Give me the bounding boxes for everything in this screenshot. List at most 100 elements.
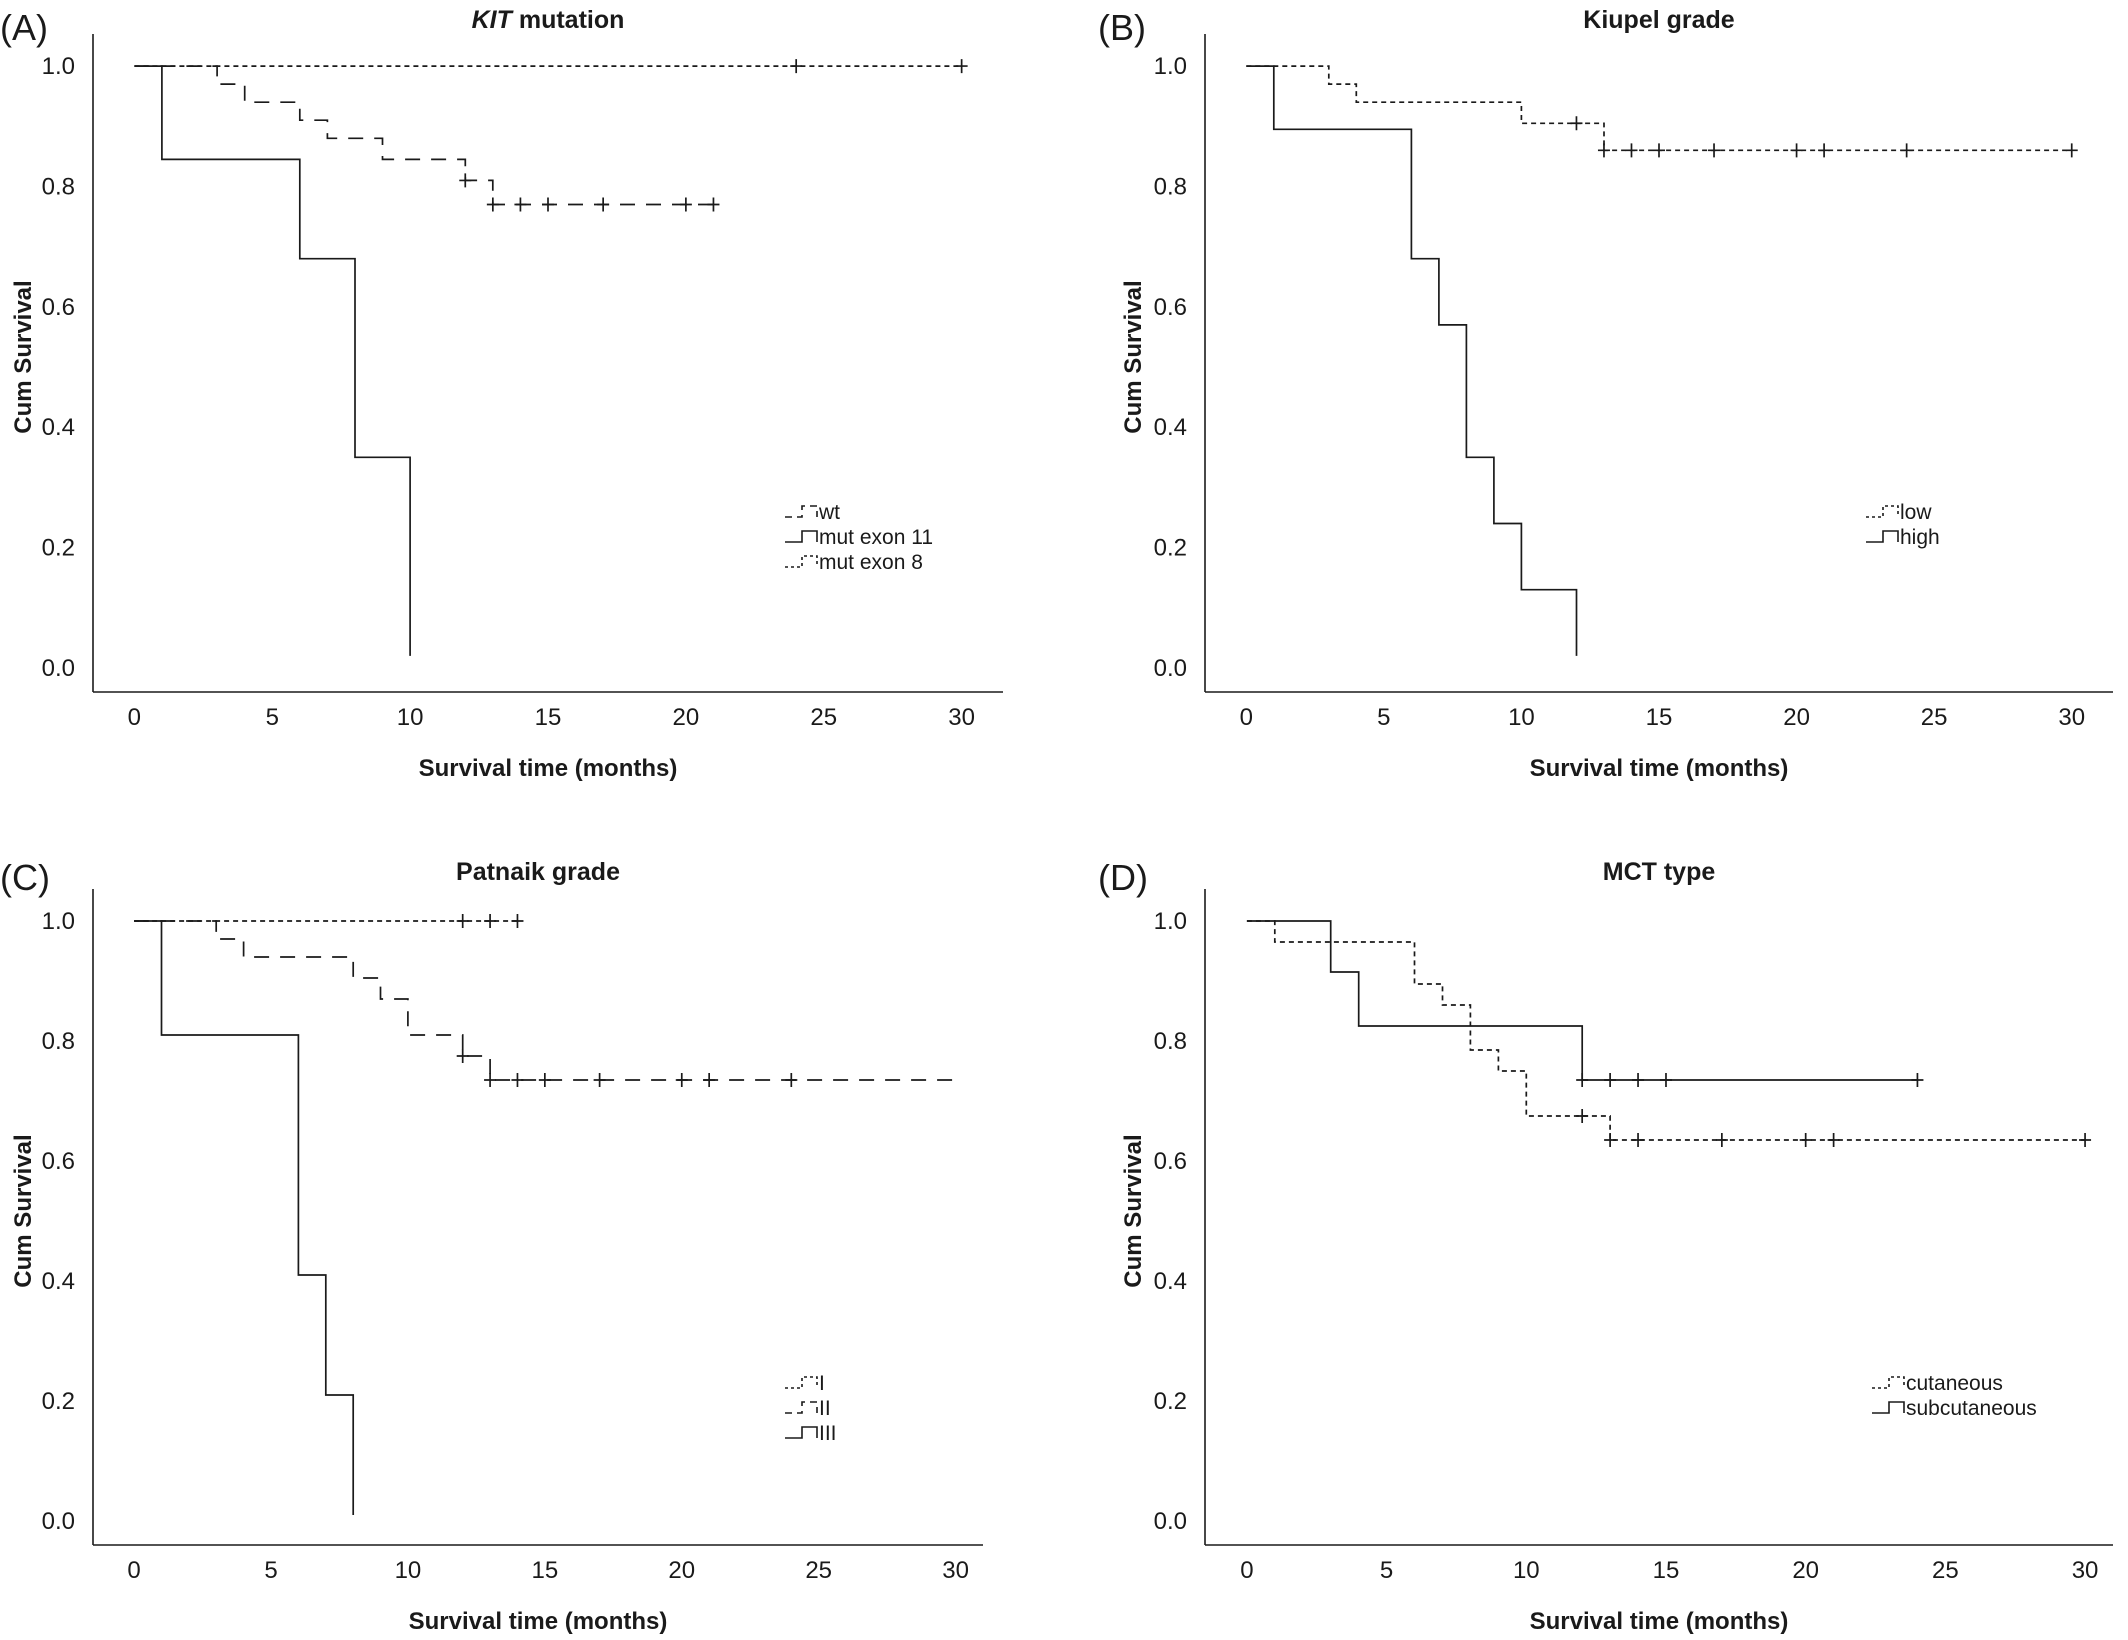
x-tick-label: 30 — [2072, 1557, 2099, 1584]
legend-label: wt — [818, 501, 840, 524]
km-panel-2: (B) Kiupel grade 0.0 0.2 0.4 0.6 0.8 1.0 0 5 10 15 2… — [1098, 6, 2113, 782]
censor-mark — [703, 1073, 716, 1087]
y-tick-label: 0.8 — [42, 1028, 75, 1055]
legend-symbol — [785, 555, 818, 568]
censor-mark — [1818, 143, 1831, 158]
censor-mark — [1604, 1073, 1617, 1087]
x-tick-label: 15 — [531, 1557, 558, 1584]
censor-mark — [675, 1073, 688, 1087]
legend-label: subcutaneous — [1906, 1397, 2037, 1420]
x-tick-label: 30 — [2058, 704, 2085, 731]
censor-mark — [1632, 1073, 1645, 1087]
y-tick-label: 0.6 — [42, 294, 75, 321]
censor-mark — [1604, 1133, 1617, 1147]
y-tick-label: 0.0 — [1154, 1508, 1187, 1535]
y-tick-label: 0.2 — [42, 535, 75, 562]
x-tick-label: 0 — [1240, 1557, 1253, 1584]
censor-mark — [511, 914, 524, 928]
y-tick-label: 1.0 — [42, 53, 75, 80]
censor-mark — [1632, 1133, 1645, 1147]
y-tick-label: 1.0 — [1154, 53, 1187, 80]
censor-mark — [1827, 1133, 1840, 1147]
x-tick-label: 15 — [1646, 704, 1673, 731]
legend-symbol — [1866, 530, 1899, 543]
censor-mark — [1659, 1073, 1672, 1087]
y-tick-label: 0.8 — [1154, 1028, 1187, 1055]
censor-mark — [484, 1073, 497, 1087]
series-line-high — [1246, 65, 1578, 656]
y-tick-label: 0.2 — [1154, 1388, 1187, 1415]
censor-mark — [955, 59, 968, 74]
x-tick-label: 10 — [397, 704, 424, 731]
x-tick-label: 0 — [127, 1557, 140, 1584]
censor-mark — [2065, 143, 2078, 158]
y-tick-label: 0.2 — [42, 1388, 75, 1415]
censor-mark — [593, 1073, 606, 1087]
series-line-iii — [134, 920, 355, 1515]
censor-mark — [1900, 143, 1913, 158]
x-tick-label: 15 — [535, 704, 562, 731]
legend-label: high — [1900, 526, 1940, 549]
x-tick-label: 0 — [1240, 704, 1253, 731]
panel-letter: (D) — [1098, 857, 1148, 898]
series-line-cutaneous — [1246, 920, 2086, 1141]
legend-symbol — [785, 1426, 818, 1439]
legend-label: mut exon 8 — [819, 551, 923, 574]
censor-mark — [484, 914, 497, 928]
censor-mark — [785, 1073, 798, 1087]
censor-mark — [511, 1073, 524, 1087]
x-tick-label: 10 — [1513, 1557, 1540, 1584]
x-tick-label: 5 — [1380, 1557, 1393, 1584]
censor-mark — [790, 59, 803, 74]
legend-symbol — [1872, 1376, 1905, 1389]
x-tick-label: 0 — [128, 704, 141, 731]
km-panel-3: (C) Patnaik grade 0.0 0.2 0.4 0.6 0.8 1.0 0 5 10 15… — [0, 857, 983, 1635]
panel-title: Kiupel grade — [1583, 6, 1735, 34]
x-tick-label: 30 — [942, 1557, 969, 1584]
x-tick-label: 25 — [1932, 1557, 1959, 1584]
panel-title: MCT type — [1603, 858, 1716, 886]
y-tick-label: 0.6 — [1154, 294, 1187, 321]
legend-symbol — [785, 505, 818, 518]
censor-mark — [459, 173, 472, 188]
series-line-subcutaneous — [1246, 920, 1918, 1081]
x-tick-label: 20 — [673, 704, 700, 731]
x-tick-label: 25 — [805, 1557, 832, 1584]
y-tick-label: 0.4 — [42, 1268, 75, 1295]
x-axis-label: Survival time (months) — [1530, 1608, 1789, 1635]
x-tick-label: 15 — [1653, 1557, 1680, 1584]
censor-mark — [486, 197, 499, 212]
legend-symbol — [1872, 1401, 1905, 1414]
censor-mark — [707, 197, 720, 212]
x-axis-label: Survival time (months) — [1530, 755, 1789, 782]
censor-mark — [1570, 116, 1583, 131]
y-axis-label: Cum Survival — [1120, 280, 1147, 433]
panel-title-rest: mutation — [512, 6, 625, 34]
x-tick-label: 5 — [1377, 704, 1390, 731]
censor-mark — [1576, 1073, 1589, 1087]
censor-mark — [1625, 143, 1638, 158]
y-tick-label: 0.0 — [42, 1508, 75, 1535]
censor-mark — [2079, 1133, 2092, 1147]
y-tick-label: 0.0 — [42, 655, 75, 682]
x-tick-label: 10 — [1508, 704, 1535, 731]
censor-mark — [679, 197, 692, 212]
series-line-wt — [134, 65, 714, 206]
legend-label: mut exon 11 — [819, 526, 933, 549]
panel-letter: (B) — [1098, 7, 1146, 48]
y-axis-label: Cum Survival — [1120, 1134, 1147, 1287]
series-line-mut-exon-11 — [134, 65, 411, 656]
panel-title-italic: KIT — [472, 6, 515, 34]
x-tick-label: 10 — [395, 1557, 422, 1584]
censor-mark — [456, 1049, 469, 1063]
legend-label: I — [819, 1372, 825, 1395]
panel-title: Patnaik grade — [456, 858, 620, 886]
censor-mark — [542, 197, 554, 212]
x-tick-label: 25 — [1921, 704, 1948, 731]
panel-title: KIT mutation — [472, 6, 625, 34]
censor-mark — [1576, 1109, 1589, 1123]
km-panel-4: (D) MCT type 0.0 0.2 0.4 0.6 0.8 1.0 0 5 10 15 20 25 3… — [1098, 857, 2113, 1635]
